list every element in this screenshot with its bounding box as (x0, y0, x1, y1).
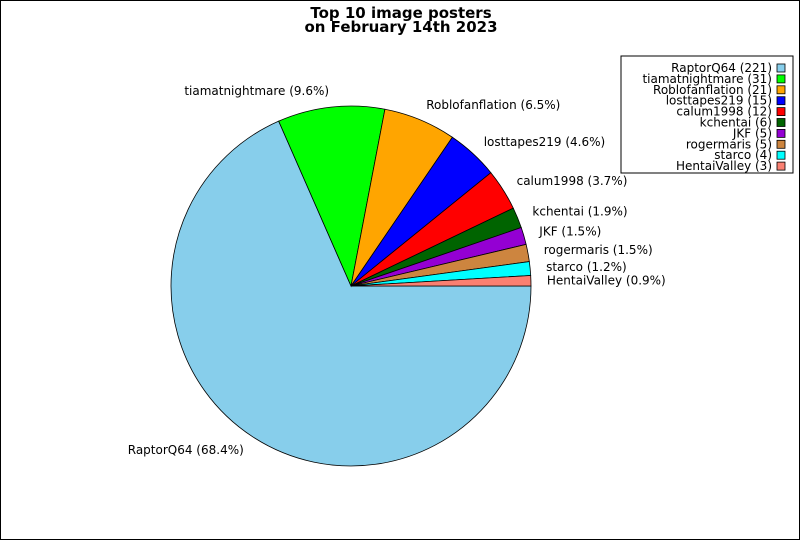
slice-label-hentaivalley: HentaiValley (0.9%) (547, 273, 666, 287)
legend-swatch-jkf (776, 128, 786, 138)
legend-label-raptorq64: RaptorQ64 (221) (671, 61, 772, 75)
legend-label-tiamatnightmare: tiamatnightmare (31) (642, 72, 772, 86)
slice-label-rogermaris: rogermaris (1.5%) (544, 243, 653, 257)
legend-label-starco: starco (4) (714, 148, 772, 162)
legend-label-hentaivalley: HentaiValley (3) (676, 159, 772, 173)
slice-label-kchentai: kchentai (1.9%) (532, 205, 627, 219)
legend-swatch-roblofanflation (776, 85, 786, 95)
legend-box (620, 55, 794, 174)
legend-label-kchentai: kchentai (6) (700, 116, 772, 130)
legend-label-losttapes219: losttapes219 (15) (666, 94, 772, 108)
legend-swatch-tiamatnightmare (776, 74, 786, 84)
legend-swatch-losttapes219 (776, 96, 786, 106)
legend-label-rogermaris: rogermaris (5) (686, 137, 772, 151)
pie-slice-hentaivalley (350, 275, 532, 287)
slice-label-jkf: JKF (1.5%) (538, 224, 601, 238)
legend-label-roblofanflation: Roblofanflation (21) (653, 83, 772, 97)
slice-label-calum1998: calum1998 (3.7%) (517, 174, 628, 188)
slice-label-losttapes219: losttapes219 (4.6%) (484, 135, 606, 149)
legend-label-calum1998: calum1998 (12) (676, 105, 772, 119)
legend-swatch-rogermaris (776, 139, 786, 149)
legend-swatch-calum1998 (776, 107, 786, 116)
slice-label-tiamatnightmare: tiamatnightmare (9.6%) (184, 84, 329, 98)
legend-swatch-hentaivalley (776, 161, 786, 171)
chart-title-line-2: on February 14th 2023 (304, 18, 497, 36)
pie-slice-raptorq64 (170, 120, 532, 467)
pie-slices (170, 105, 532, 467)
legend: RaptorQ64 (221)tiamatnightmare (31)Roblo… (620, 55, 794, 174)
legend-swatch-raptorq64 (776, 63, 786, 73)
chart-title-line-1: Top 10 image posters (310, 4, 491, 22)
legend-swatch-kchentai (776, 118, 786, 127)
slice-label-raptorq64: RaptorQ64 (68.4%) (128, 443, 244, 457)
pie-slice-tiamatnightmare (278, 105, 386, 288)
slice-label-roblofanflation: Roblofanflation (6.5%) (426, 98, 560, 112)
legend-swatch-starco (776, 150, 786, 160)
slice-labels: RaptorQ64 (68.4%) tiamatnightmare (9.6%) R… (128, 84, 666, 457)
slice-label-starco: starco (1.2%) (546, 260, 627, 274)
legend-label-jkf: JKF (5) (732, 126, 772, 140)
